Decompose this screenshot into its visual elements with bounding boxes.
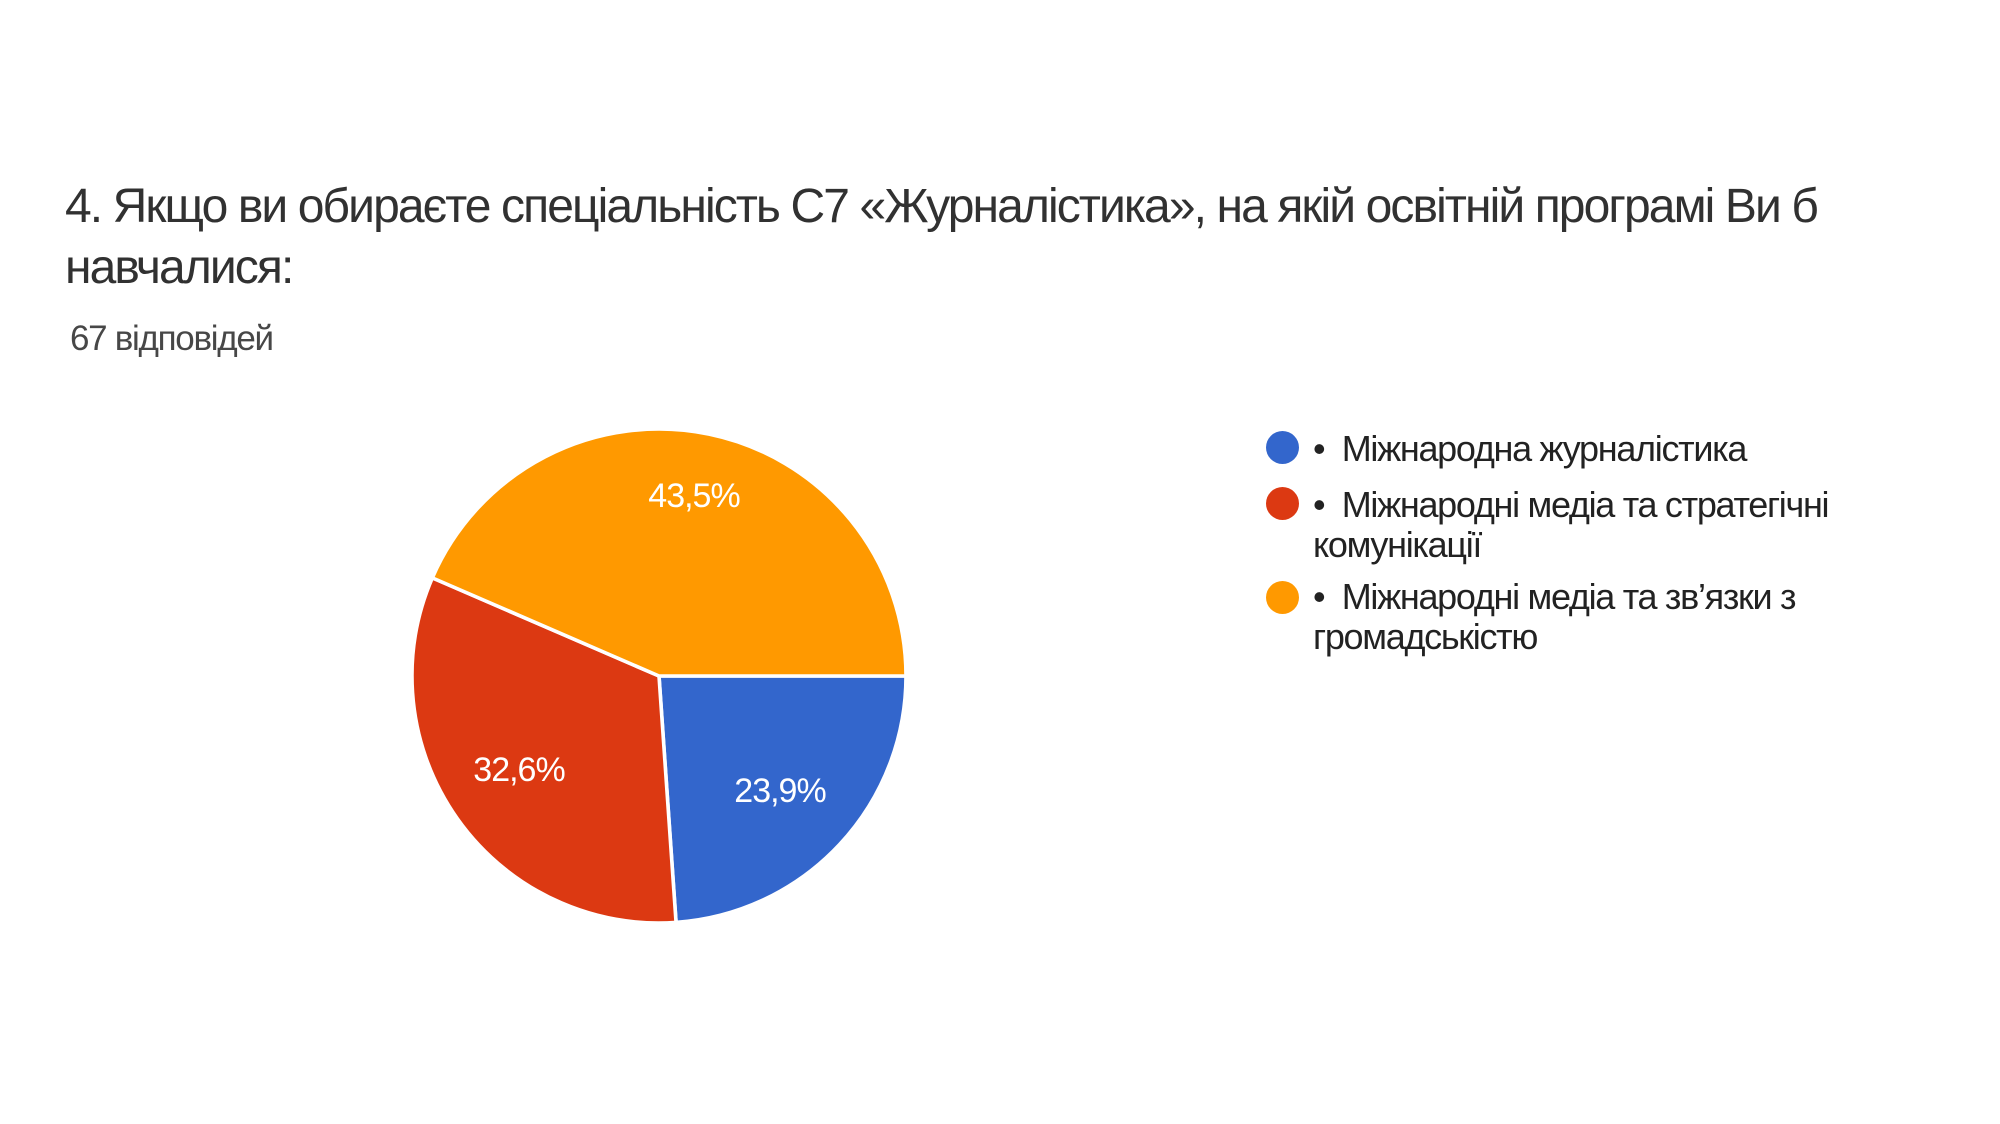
svg-text:32,6%: 32,6% xyxy=(473,751,565,789)
svg-text:23,9%: 23,9% xyxy=(734,772,826,810)
svg-text:43,5%: 43,5% xyxy=(648,477,740,515)
